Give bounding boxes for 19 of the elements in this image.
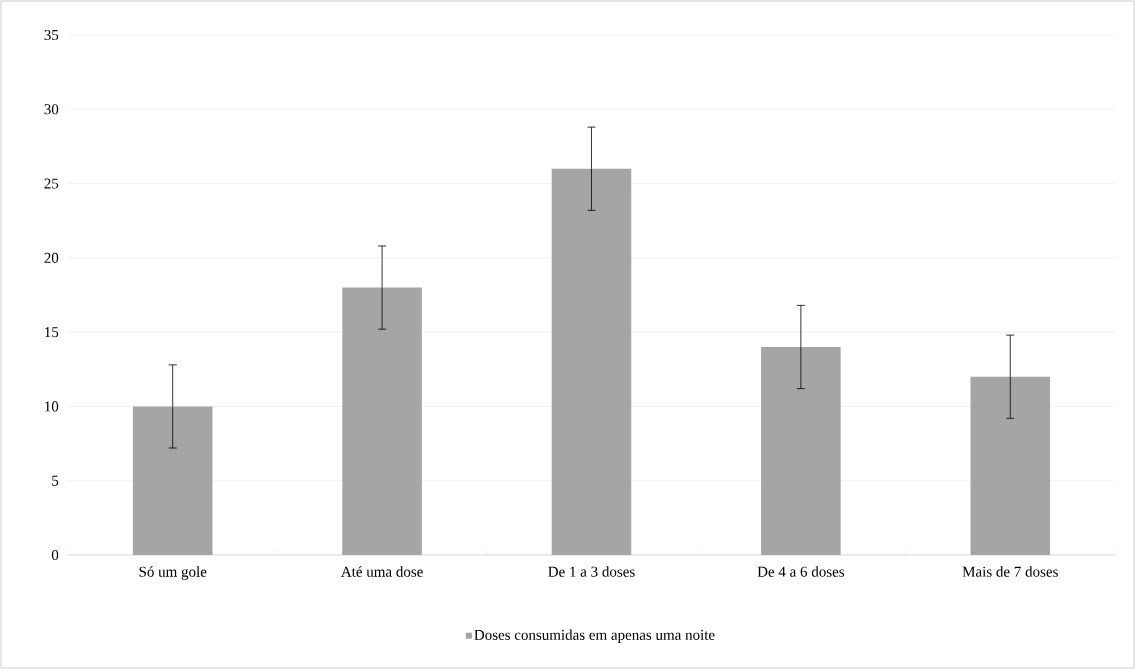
x-tick-label: De 4 a 6 doses	[757, 566, 845, 577]
y-tick-label: 5	[52, 475, 59, 486]
legend-label: Doses consumidas em apenas uma noite	[474, 629, 715, 643]
x-tick-label: De 1 a 3 doses	[548, 566, 635, 577]
bar	[970, 376, 1051, 555]
y-tick-label: 10	[45, 401, 59, 412]
x-tick-label: Mais de 7 doses	[962, 566, 1058, 577]
y-tick-label: 20	[44, 252, 59, 263]
x-tick-label: Só um gole	[139, 566, 207, 580]
y-tick-label: 25	[44, 178, 59, 189]
bar	[761, 347, 841, 555]
y-tick-label: 30	[44, 104, 59, 115]
bar	[342, 287, 422, 555]
bar	[551, 168, 632, 555]
y-tick-label: 35	[44, 29, 59, 41]
y-tick-label: 15	[45, 327, 59, 338]
bar	[132, 406, 213, 555]
y-tick-label: 0	[51, 549, 59, 561]
x-tick-label: Até uma dose	[340, 566, 423, 577]
